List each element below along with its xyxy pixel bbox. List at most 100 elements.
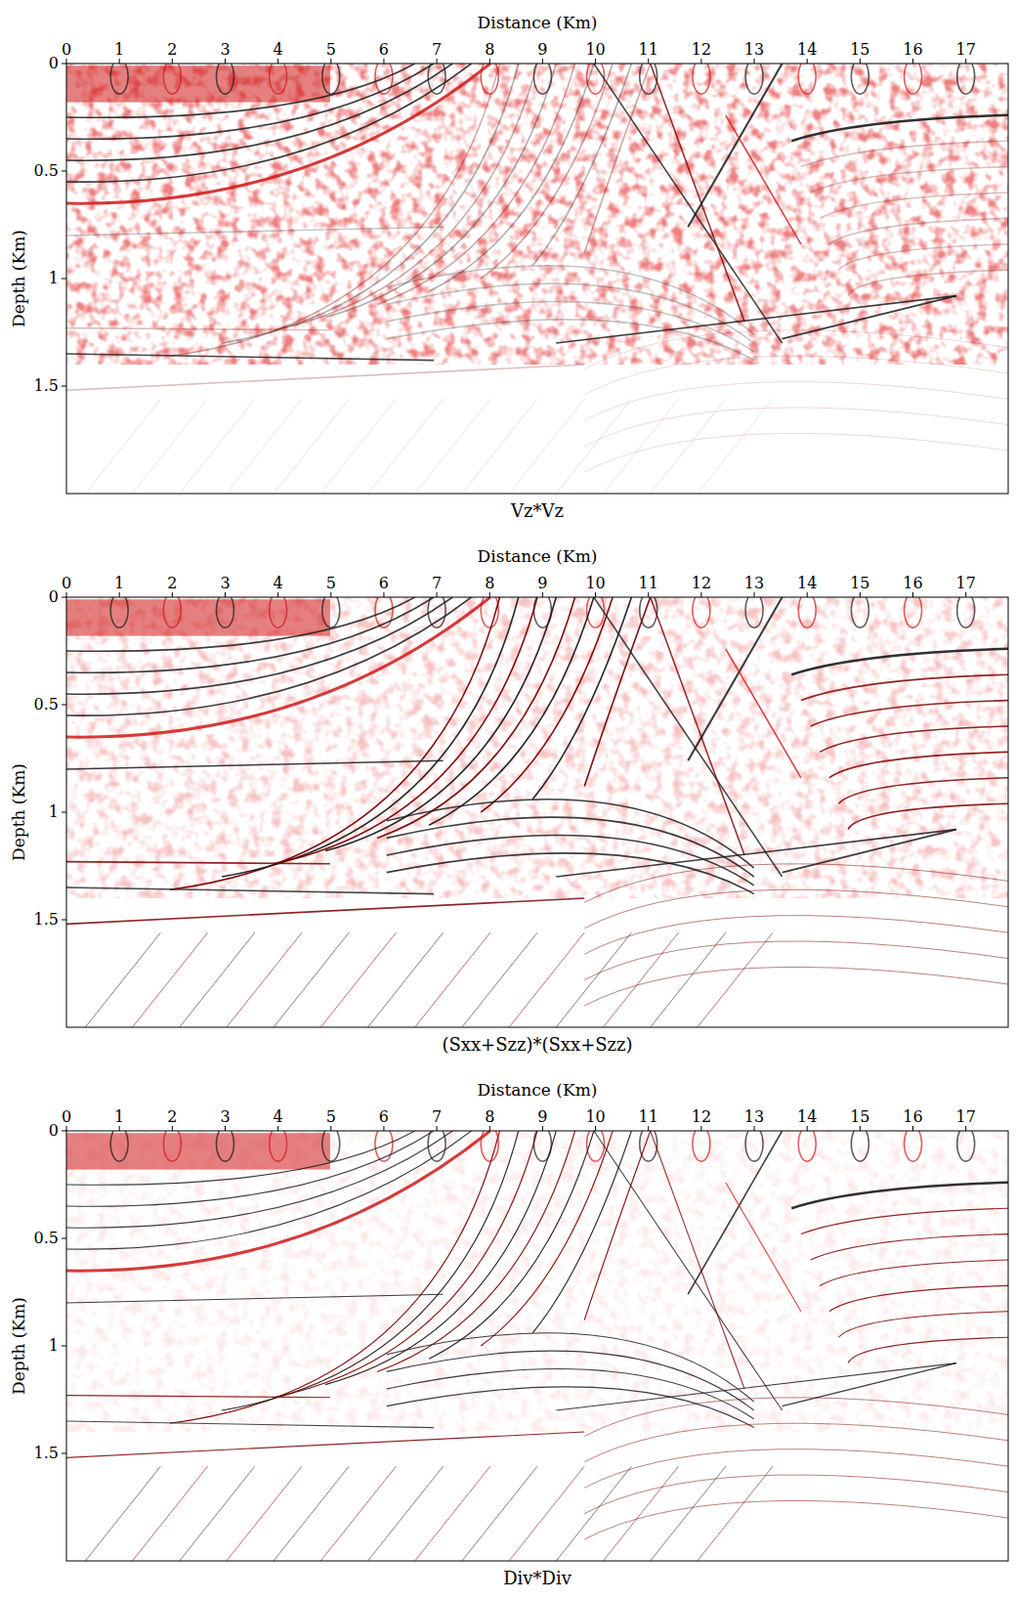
source-artifact <box>798 596 816 628</box>
reflector <box>555 829 957 877</box>
y-tick-label: 0.5 <box>34 1227 59 1247</box>
x-tick <box>119 58 121 64</box>
reflector <box>428 63 594 292</box>
source-artifact <box>957 1130 975 1161</box>
x-axis-title: Distance (Km) <box>477 546 598 566</box>
reflector <box>66 861 331 864</box>
y-tick-label: 0.5 <box>34 161 59 180</box>
x-tick <box>542 58 544 64</box>
reflector <box>273 1130 538 1397</box>
reflector <box>810 700 1009 726</box>
x-tick-label: 5 <box>326 573 337 593</box>
x-tick-label: 7 <box>431 1106 442 1126</box>
x-tick-label: 9 <box>537 1106 548 1126</box>
x-tick-label: 2 <box>167 40 177 59</box>
x-tick-label: 6 <box>379 1106 389 1126</box>
reflector <box>226 1465 302 1561</box>
reflector <box>320 398 396 494</box>
y-tick <box>61 1345 67 1347</box>
reflector <box>273 398 349 494</box>
x-tick <box>912 58 914 64</box>
x-tick <box>171 58 173 64</box>
x-tick <box>119 592 121 597</box>
reflector <box>273 931 349 1027</box>
x-tick-label: 8 <box>484 40 495 59</box>
reflector <box>66 63 416 118</box>
reflector <box>650 931 726 1027</box>
reflector <box>325 596 556 851</box>
x-tick <box>700 1125 702 1131</box>
reflector <box>829 1284 1009 1311</box>
x-tick-label: 5 <box>326 40 337 59</box>
reflector <box>593 63 783 343</box>
x-tick-label: 3 <box>219 573 230 593</box>
x-tick <box>700 592 702 597</box>
source-artifact <box>322 63 340 94</box>
x-tick <box>594 592 596 597</box>
x-tick <box>647 592 649 597</box>
reflector <box>584 596 650 787</box>
reflector <box>650 63 745 322</box>
reflector <box>131 1465 208 1561</box>
x-tick <box>436 1125 438 1131</box>
x-tick-label: 1 <box>114 40 125 59</box>
seismic-image <box>66 63 1009 494</box>
reflector <box>508 931 585 1027</box>
figure: 01234567891011121314151617Distance (Km)0… <box>0 0 1016 1600</box>
x-tick-label: 1 <box>114 573 125 593</box>
x-tick-label: 13 <box>744 573 764 593</box>
x-tick-label: 0 <box>61 1106 72 1126</box>
source-artifact <box>269 63 288 94</box>
x-tick-label: 10 <box>585 573 605 593</box>
x-tick <box>330 58 332 64</box>
y-axis-title: Depth (Km) <box>8 229 29 328</box>
reflector <box>320 931 396 1027</box>
x-tick <box>171 592 173 597</box>
x-tick <box>277 1125 279 1131</box>
reflector <box>650 1465 726 1561</box>
source-artifact <box>850 1130 869 1161</box>
source-artifact <box>904 596 923 628</box>
reflector <box>66 63 453 161</box>
plot-background <box>66 1130 1009 1561</box>
x-tick-label: 6 <box>379 40 389 59</box>
y-tick <box>61 278 67 280</box>
x-tick-label: 6 <box>379 573 389 593</box>
reflector <box>66 364 585 390</box>
reflector <box>66 353 434 361</box>
x-tick-label: 16 <box>902 573 923 593</box>
reflector <box>791 115 1009 141</box>
reflector <box>226 931 302 1027</box>
x-tick-label: 16 <box>902 1106 923 1126</box>
panel-title: (Sxx+Szz)*(Sxx+Szz) <box>441 1033 633 1055</box>
reflector <box>226 398 302 494</box>
y-tick-label: 0 <box>48 1120 59 1140</box>
x-tick <box>382 1125 384 1131</box>
reflector <box>66 1420 434 1428</box>
source-artifact <box>850 596 869 628</box>
reflector <box>584 915 1009 955</box>
x-tick <box>330 592 332 597</box>
reflector <box>377 596 575 838</box>
reflector <box>415 1465 491 1561</box>
reflector <box>829 217 1009 244</box>
x-tick-label: 17 <box>955 40 975 59</box>
x-tick <box>330 1125 332 1131</box>
reflector <box>273 63 538 331</box>
reflector <box>791 648 1009 675</box>
x-tick <box>859 592 861 597</box>
x-tick <box>965 58 967 64</box>
x-tick <box>489 58 491 64</box>
x-tick <box>859 58 861 64</box>
source-artifact <box>692 1130 711 1161</box>
reflector <box>584 1499 1009 1539</box>
x-tick <box>965 1125 967 1131</box>
x-tick <box>436 592 438 597</box>
x-tick-label: 10 <box>585 1106 605 1126</box>
reflector <box>532 63 632 266</box>
y-axis-title: Depth (Km) <box>8 1296 29 1395</box>
y-tick-label: 1 <box>48 268 59 288</box>
x-tick <box>224 592 226 597</box>
x-tick <box>171 1125 173 1131</box>
source-artifact <box>692 596 711 628</box>
